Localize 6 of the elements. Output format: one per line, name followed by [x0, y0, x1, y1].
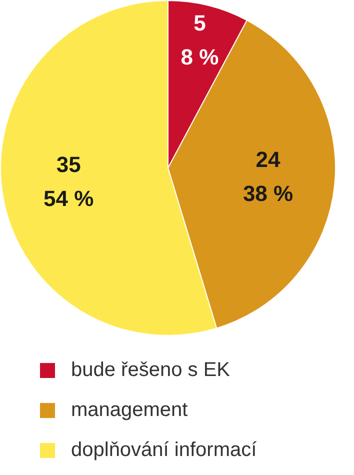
data-label: 24 38 %: [242, 146, 294, 206]
legend-label: management: [71, 398, 188, 422]
data-label: 5 8 %: [180, 10, 219, 70]
legend-label: doplňování informací: [71, 438, 257, 462]
legend-label: bude řešeno s EK: [71, 358, 230, 382]
data-label: 35 54 %: [44, 152, 94, 211]
